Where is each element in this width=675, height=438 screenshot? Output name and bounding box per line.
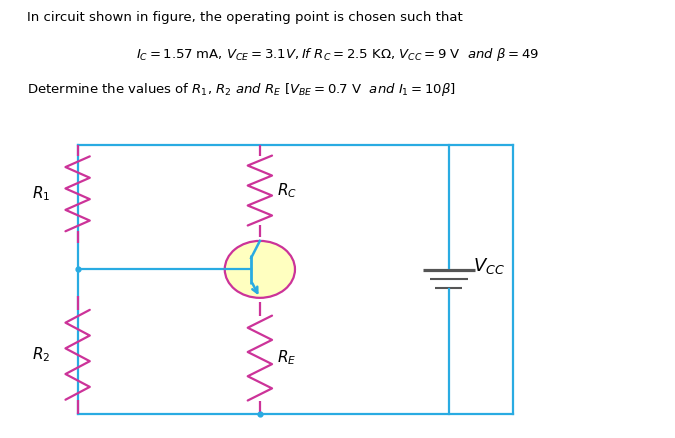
Text: $R_E$: $R_E$ (277, 349, 296, 367)
Text: $R_1$: $R_1$ (32, 184, 51, 203)
Text: $R_C$: $R_C$ (277, 181, 297, 200)
Text: In circuit shown in figure, the operating point is chosen such that: In circuit shown in figure, the operatin… (27, 11, 463, 24)
Text: $V_{CC}$: $V_{CC}$ (472, 256, 504, 276)
Ellipse shape (225, 241, 295, 298)
Text: $R_2$: $R_2$ (32, 346, 51, 364)
Text: $I_C = 1.57$ mA, $V_{CE} = 3.1V, If$ $R_C = 2.5$ K$\Omega$, $V_{CC} = 9$ V  $and: $I_C = 1.57$ mA, $V_{CE} = 3.1V, If$ $R_… (136, 46, 539, 63)
Text: Determine the values of $R_1$, $R_2$ $and$ $R_E$ [$V_{BE} = 0.7$ V  $and$ $I_1 =: Determine the values of $R_1$, $R_2$ $an… (27, 81, 456, 98)
